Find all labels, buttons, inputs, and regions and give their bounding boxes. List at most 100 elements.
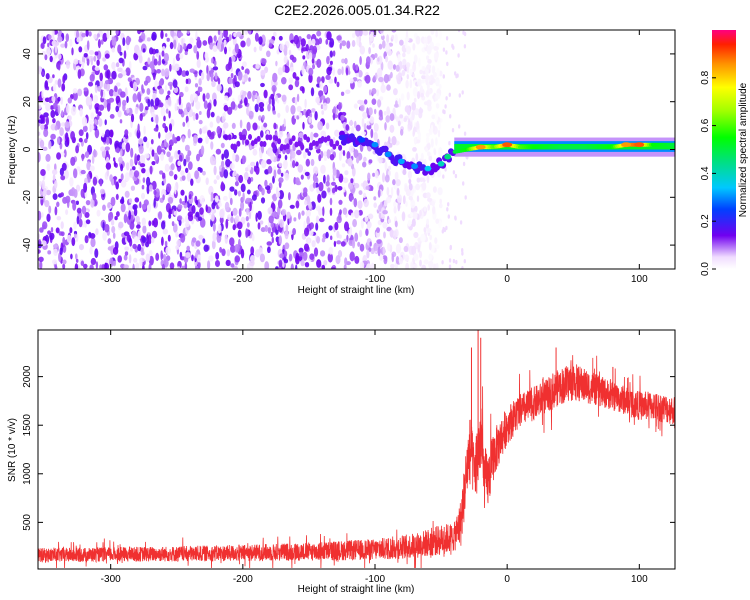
- noise-speckle: [111, 226, 116, 234]
- noise-speckle: [136, 49, 142, 57]
- noise-speckle: [314, 111, 318, 121]
- noise-speckle: [364, 99, 368, 105]
- noise-speckle: [306, 34, 311, 40]
- noise-speckle: [118, 156, 123, 163]
- noise-speckle: [278, 259, 283, 268]
- noise-speckle: [127, 77, 132, 82]
- noise-speckle: [88, 119, 94, 126]
- noise-speckle: [415, 153, 419, 162]
- noise-speckle: [240, 94, 244, 100]
- noise-speckle: [221, 153, 225, 161]
- noise-speckle: [391, 30, 397, 33]
- noise-speckle: [94, 66, 100, 71]
- noise-speckle: [433, 45, 439, 51]
- noise-speckle: [52, 193, 58, 201]
- noise-speckle: [120, 163, 124, 172]
- noise-speckle: [410, 261, 414, 269]
- noise-speckle: [302, 251, 308, 261]
- noise-speckle: [97, 39, 101, 49]
- noise-speckle: [78, 137, 83, 143]
- noise-speckle: [357, 99, 363, 105]
- noise-speckle: [192, 92, 197, 98]
- noise-speckle: [137, 123, 140, 133]
- noise-speckle: [261, 159, 267, 169]
- noise-speckle: [184, 252, 191, 258]
- trail-point: [297, 140, 302, 147]
- noise-speckle: [173, 174, 178, 180]
- noise-speckle: [315, 215, 320, 224]
- noise-speckle: [166, 151, 171, 158]
- noise-speckle: [414, 88, 418, 97]
- noise-speckle: [357, 200, 363, 209]
- noise-speckle: [346, 40, 351, 49]
- noise-speckle: [195, 101, 201, 110]
- noise-speckle: [386, 106, 390, 115]
- noise-speckle: [156, 69, 162, 74]
- noise-speckle: [449, 245, 452, 251]
- noise-speckle: [438, 84, 442, 89]
- noise-speckle: [181, 135, 185, 143]
- noise-speckle: [154, 97, 160, 107]
- noise-speckle: [403, 117, 408, 123]
- noise-speckle: [52, 259, 58, 265]
- snr-x-axis: -300 -200 -100 0 100: [101, 330, 648, 585]
- noise-speckle: [164, 125, 168, 133]
- noise-speckle: [333, 240, 337, 247]
- noise-speckle: [142, 265, 145, 269]
- noise-speckle: [92, 192, 97, 201]
- noise-speckle: [303, 187, 308, 195]
- noise-speckle: [268, 215, 274, 224]
- noise-speckle: [435, 103, 440, 109]
- noise-speckle: [223, 195, 228, 201]
- noise-speckle: [57, 104, 61, 115]
- noise-speckle: [184, 51, 188, 56]
- noise-speckle: [69, 39, 73, 47]
- noise-speckle: [435, 262, 439, 269]
- noise-speckle: [356, 156, 360, 164]
- noise-speckle: [73, 58, 79, 65]
- noise-speckle: [155, 49, 159, 54]
- noise-speckle: [328, 225, 333, 231]
- noise-speckle: [38, 65, 42, 75]
- noise-speckle: [223, 169, 229, 179]
- noise-speckle: [337, 68, 342, 76]
- noise-speckle: [385, 55, 389, 63]
- noise-speckle: [382, 221, 388, 229]
- noise-speckle: [377, 99, 382, 108]
- noise-speckle: [148, 220, 152, 227]
- noise-speckle: [295, 264, 298, 269]
- noise-speckle: [254, 32, 259, 42]
- noise-speckle: [412, 63, 417, 73]
- signal-peak: [634, 142, 645, 148]
- noise-speckle: [220, 181, 224, 191]
- spectrogram-x-tick-label: -200: [233, 274, 253, 285]
- trail-point: [314, 140, 319, 147]
- noise-speckle: [357, 241, 361, 247]
- noise-speckle: [130, 147, 134, 158]
- noise-speckle: [354, 232, 359, 242]
- noise-speckle: [431, 65, 436, 74]
- noise-speckle: [349, 78, 354, 84]
- noise-speckle: [71, 47, 74, 56]
- noise-speckle: [111, 47, 115, 53]
- noise-speckle: [337, 186, 343, 191]
- noise-speckle: [70, 131, 75, 141]
- noise-speckle: [161, 263, 165, 269]
- noise-speckle: [216, 41, 221, 50]
- noise-speckle: [373, 243, 378, 252]
- noise-speckle: [38, 152, 41, 162]
- noise-speckle: [162, 46, 166, 51]
- noise-speckle: [177, 215, 183, 221]
- noise-speckle: [59, 127, 64, 137]
- noise-speckle: [264, 261, 270, 269]
- noise-speckle: [85, 132, 89, 140]
- noise-speckle: [88, 81, 94, 87]
- noise-speckle: [133, 257, 138, 263]
- noise-speckle: [439, 70, 443, 77]
- noise-speckle: [279, 253, 285, 259]
- noise-speckle: [354, 209, 360, 219]
- noise-speckle: [227, 106, 233, 115]
- noise-speckle: [66, 104, 70, 114]
- noise-speckle: [402, 195, 406, 205]
- noise-speckle: [49, 55, 53, 63]
